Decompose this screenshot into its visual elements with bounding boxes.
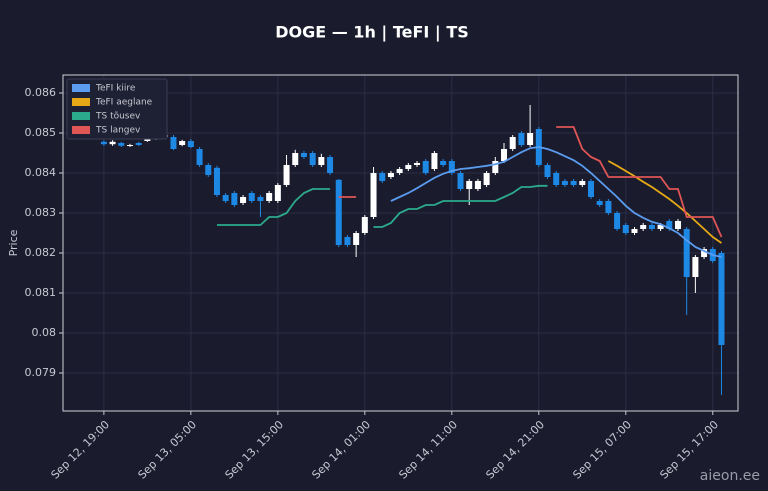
candle-body	[718, 253, 725, 345]
candle-body	[648, 225, 655, 229]
candle-body	[466, 181, 473, 189]
candle-body	[544, 165, 551, 177]
legend-label: TeFI kiire	[95, 84, 136, 94]
candle-body	[457, 173, 464, 189]
candle-body	[501, 149, 508, 161]
candle-body	[440, 161, 447, 165]
y-tick-label: 0.081	[25, 286, 57, 299]
candle-body	[483, 173, 490, 185]
candle-body	[300, 153, 307, 157]
candle-body	[692, 257, 699, 277]
candle-body	[553, 173, 560, 185]
indicator-line	[390, 146, 722, 258]
candle-body	[240, 197, 247, 203]
legend-label: TeFI aeglane	[95, 98, 153, 108]
candle-body	[414, 163, 421, 165]
candle-body	[570, 181, 577, 185]
legend: TeFI kiire TeFI aeglane TS tõusev TS langev	[66, 78, 168, 140]
candle-body	[605, 201, 612, 213]
candle-body	[274, 185, 281, 201]
candle-body	[179, 141, 186, 145]
candle-body	[257, 197, 264, 201]
candle-body	[387, 173, 394, 177]
candle-body	[683, 229, 690, 277]
candle-body	[292, 153, 299, 165]
candle-body	[196, 149, 203, 165]
candle-body	[587, 181, 594, 197]
indicator-line	[216, 184, 548, 228]
y-tick-label: 0.086	[25, 86, 57, 99]
candle-body	[527, 133, 534, 145]
candle-body	[248, 193, 255, 201]
candle-body	[622, 225, 629, 233]
candle-body	[205, 165, 212, 175]
candle-body	[631, 229, 638, 233]
legend-swatch	[72, 112, 90, 120]
y-tick-label: 0.085	[25, 126, 57, 139]
candle-body	[144, 139, 151, 141]
chart-title: DOGE — 1h | TeFI | TS	[275, 23, 469, 43]
candle-body	[187, 141, 194, 147]
candle-body	[266, 193, 273, 201]
candle-body	[492, 161, 499, 173]
y-tick-label: 0.083	[25, 206, 57, 219]
watermark: aieon.ee	[700, 468, 760, 484]
y-tick-label: 0.079	[25, 366, 57, 379]
candle-body	[135, 143, 142, 145]
candle-body	[126, 145, 133, 146]
candle-body	[396, 169, 403, 173]
candle-body	[283, 165, 290, 185]
candle-body	[614, 213, 621, 229]
legend-box	[66, 78, 168, 140]
indicator-line	[607, 160, 722, 244]
y-tick-label: 0.082	[25, 246, 57, 259]
candle-body	[405, 165, 412, 169]
candle-body	[318, 157, 325, 165]
candle-body	[431, 153, 438, 169]
plot-frame	[62, 74, 739, 412]
candle-body	[344, 237, 351, 245]
candle-body	[657, 225, 664, 229]
candle-body	[213, 167, 220, 195]
candle-body	[640, 225, 647, 229]
candle-body	[701, 249, 708, 257]
legend-swatch	[72, 84, 90, 92]
candle-body	[327, 157, 334, 173]
legend-label: TS tõusev	[95, 112, 141, 122]
candle-body	[379, 173, 386, 181]
y-tick-label: 0.084	[25, 166, 57, 179]
candle-body	[370, 173, 377, 217]
candle-body	[579, 181, 586, 185]
candle-body	[118, 143, 125, 146]
candle-body	[109, 141, 116, 145]
candle-body	[596, 201, 603, 205]
candle-body	[422, 161, 429, 173]
candle-body	[309, 153, 316, 165]
candle-body	[170, 137, 177, 149]
candle-body	[100, 141, 107, 145]
indicator-line	[338, 126, 723, 238]
candle-body	[335, 179, 342, 245]
candle-body	[518, 133, 525, 145]
candle-body	[353, 233, 360, 245]
legend-swatch	[72, 98, 90, 106]
candle-body	[231, 193, 238, 205]
y-tick-label: 0.08	[32, 326, 57, 339]
candle-body	[561, 181, 568, 185]
legend-label: TS langev	[95, 126, 141, 136]
candle-body	[666, 221, 673, 229]
candle-body	[222, 195, 229, 201]
legend-swatch	[72, 126, 90, 134]
candle-body	[361, 217, 368, 233]
candle-body	[474, 181, 481, 189]
candle-body	[674, 221, 681, 229]
y-axis-label: Price	[7, 229, 20, 256]
candle-body	[448, 161, 455, 173]
candle-body	[509, 137, 516, 149]
